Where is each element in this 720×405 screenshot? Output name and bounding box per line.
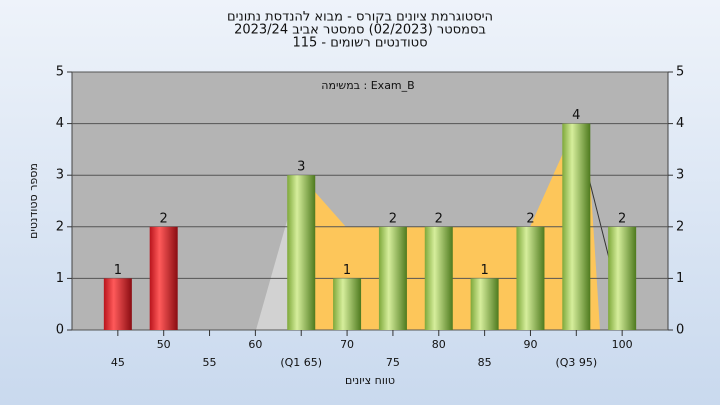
y-tick-label: 4 (56, 116, 64, 131)
data-label: 2 (435, 211, 443, 226)
y-tick-label: 3 (56, 168, 64, 183)
bar (333, 278, 362, 330)
bar (378, 226, 407, 330)
x-tick-label: 55 (203, 356, 217, 369)
x-tick-label: 90 (523, 338, 537, 351)
x-tick-label: (Q3 95) (555, 356, 597, 369)
y2-tick-label: 0 (676, 323, 684, 338)
bar (149, 226, 178, 330)
y2-tick-label: 1 (676, 271, 684, 286)
y-tick-label: 1 (56, 271, 64, 286)
whisker-line (587, 174, 611, 263)
y-tick-label: 0 (56, 323, 64, 338)
bar (516, 226, 545, 330)
data-label: 2 (389, 211, 397, 226)
bar (103, 278, 132, 330)
data-label: 2 (618, 211, 626, 226)
x-tick-label: 70 (340, 338, 354, 351)
data-label: 4 (572, 108, 580, 123)
x-axis-label: טווח ציונים (345, 374, 395, 387)
x-tick-label: 45 (111, 356, 125, 369)
bar (287, 175, 316, 330)
x-tick-label: 50 (157, 338, 171, 351)
y-axis-label: מספר סטודנטים (27, 163, 40, 239)
annotation: במשימה : Exam_B (321, 79, 414, 92)
y2-tick-label: 4 (676, 116, 684, 131)
y-tick-label: 2 (56, 219, 64, 234)
bar (562, 123, 591, 330)
x-tick-label: 75 (386, 356, 400, 369)
data-label: 1 (480, 263, 488, 278)
data-label: 2 (160, 211, 168, 226)
x-tick-label: 60 (248, 338, 262, 351)
x-tick-label: 85 (478, 356, 492, 369)
data-label: 3 (297, 160, 305, 175)
x-tick-label: 80 (432, 338, 446, 351)
data-label: 1 (343, 263, 351, 278)
chart-subtitle: בסמסטר (02/2023) סמסטר אביב 2023/24 (234, 23, 486, 38)
data-label: 1 (114, 263, 122, 278)
y2-tick-label: 3 (676, 168, 684, 183)
y-tick-label: 5 (56, 65, 64, 80)
y2-tick-label: 5 (676, 65, 684, 80)
y2-tick-label: 2 (676, 219, 684, 234)
bar (424, 226, 453, 330)
chart-subtitle: סטודנטים רשומים - 115 (292, 36, 427, 51)
x-tick-label: 100 (612, 338, 633, 351)
x-tick-label: (Q1 65) (280, 356, 322, 369)
data-label: 2 (526, 211, 534, 226)
bar (608, 226, 637, 330)
chart-title: היסטוגרמת ציונים בקורס - מבוא להנדסת נתו… (227, 10, 493, 25)
bar (470, 278, 499, 330)
